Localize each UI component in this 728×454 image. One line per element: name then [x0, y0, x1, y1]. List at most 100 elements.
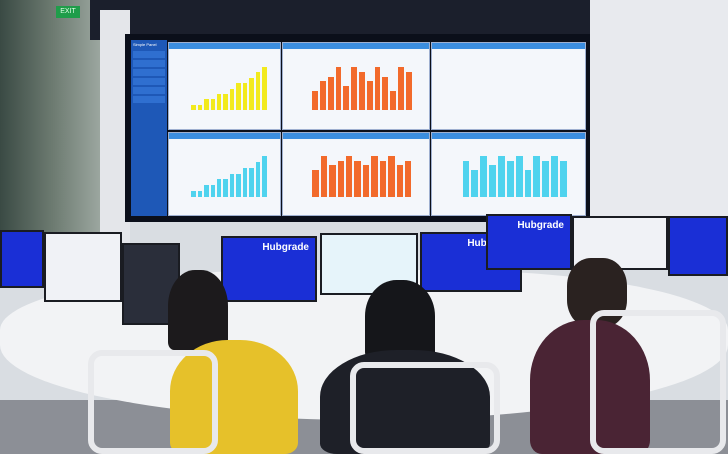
- dashboard-panel: [282, 132, 430, 216]
- chart-bar: [390, 90, 396, 111]
- bar-chart: [312, 155, 412, 197]
- chart-bar: [396, 165, 403, 197]
- chart-bar: [223, 179, 228, 197]
- chart-bar: [242, 83, 248, 111]
- bar-chart: [462, 155, 567, 197]
- sidebar-item: [133, 96, 165, 103]
- panel-header: [283, 133, 429, 139]
- chair: [590, 310, 726, 454]
- sidebar-item: [133, 69, 165, 76]
- person-head: [365, 280, 435, 360]
- chart-bar: [329, 165, 336, 197]
- chart-bar: [255, 161, 261, 197]
- chart-bar: [379, 160, 387, 197]
- chart-bar: [462, 160, 470, 197]
- person-yellow-jacket: [170, 340, 298, 454]
- chart-bar: [405, 160, 412, 197]
- chart-bar: [506, 160, 514, 197]
- sidebar-item: [133, 87, 165, 94]
- chart-bar: [471, 169, 479, 197]
- dashboard-panel: [168, 42, 281, 130]
- chart-bar: [217, 179, 222, 197]
- chart-bar: [551, 155, 558, 197]
- sidebar-item: [133, 60, 165, 67]
- chart-bar: [223, 93, 228, 111]
- chart-bar: [312, 169, 319, 197]
- chart-bar: [397, 67, 404, 111]
- chart-bar: [242, 167, 248, 197]
- chart-bar: [480, 155, 488, 197]
- brand-logo: Hubgrade: [517, 220, 564, 231]
- chart-bar: [210, 185, 215, 197]
- chart-bar: [191, 191, 196, 197]
- chart-bar: [217, 93, 222, 111]
- chart-bar: [388, 155, 395, 197]
- chart-bar: [312, 90, 318, 111]
- chart-bar: [197, 104, 203, 111]
- chart-bar: [358, 71, 365, 111]
- chart-bar: [524, 169, 532, 197]
- monitor: Hubgrade: [221, 236, 317, 302]
- panel-header: [169, 43, 280, 49]
- monitor: [668, 216, 728, 276]
- person-hair: [168, 270, 228, 350]
- sidebar-item: [133, 51, 165, 58]
- chart-bar: [320, 155, 328, 197]
- chart-bar: [382, 76, 389, 111]
- chart-bar: [362, 165, 370, 197]
- dashboard-panel: [282, 42, 430, 130]
- chart-bar: [249, 167, 254, 197]
- ceiling: [90, 0, 610, 40]
- bar-chart: [191, 67, 267, 111]
- chart-bar: [497, 155, 505, 197]
- panel-header: [169, 133, 280, 139]
- chart-bar: [343, 86, 350, 111]
- chart-bar: [559, 160, 567, 197]
- chart-bar: [319, 81, 326, 111]
- chart-bar: [204, 185, 209, 197]
- chair: [350, 362, 500, 454]
- exit-sign: EXIT: [56, 6, 80, 18]
- panel-header: [432, 43, 585, 49]
- sidebar-title: Simple Panel: [133, 42, 157, 47]
- chart-bar: [236, 83, 241, 111]
- chart-bar: [191, 104, 196, 111]
- monitor: Hubgrade: [486, 214, 572, 270]
- dashboard-panel: [431, 42, 586, 130]
- chart-bar: [236, 173, 241, 197]
- sidebar-item: [133, 78, 165, 85]
- dashboard-panel: [168, 132, 281, 216]
- panel-header: [432, 133, 585, 139]
- chart-bar: [204, 99, 209, 111]
- chart-bar: [345, 155, 353, 197]
- monitor: [44, 232, 122, 302]
- chart-bar: [229, 173, 235, 197]
- chart-bar: [366, 81, 373, 111]
- brand-logo: Hubgrade: [262, 242, 309, 253]
- chart-bar: [489, 165, 496, 197]
- chart-bar: [354, 160, 361, 197]
- chart-bar: [327, 76, 334, 111]
- chart-bar: [374, 67, 381, 111]
- chart-bar: [533, 155, 541, 197]
- chart-bar: [542, 160, 550, 197]
- chart-bar: [262, 67, 267, 111]
- chart-bar: [335, 67, 342, 111]
- chart-bar: [515, 155, 523, 197]
- chart-bar: [337, 160, 344, 197]
- chart-bar: [371, 155, 378, 197]
- panel-header: [283, 43, 429, 49]
- chart-bar: [262, 155, 267, 197]
- bar-chart: [191, 155, 267, 197]
- video-wall-sidebar: Simple Panel: [131, 40, 167, 216]
- chart-bar: [210, 99, 215, 111]
- chart-bar: [351, 67, 357, 111]
- dashboard-panel: [431, 132, 586, 216]
- monitor: [0, 230, 44, 288]
- bar-chart: [312, 67, 412, 111]
- chart-bar: [249, 77, 254, 111]
- chart-bar: [255, 72, 261, 111]
- chart-bar: [197, 191, 203, 197]
- chart-bar: [405, 71, 412, 111]
- chart-bar: [229, 88, 235, 111]
